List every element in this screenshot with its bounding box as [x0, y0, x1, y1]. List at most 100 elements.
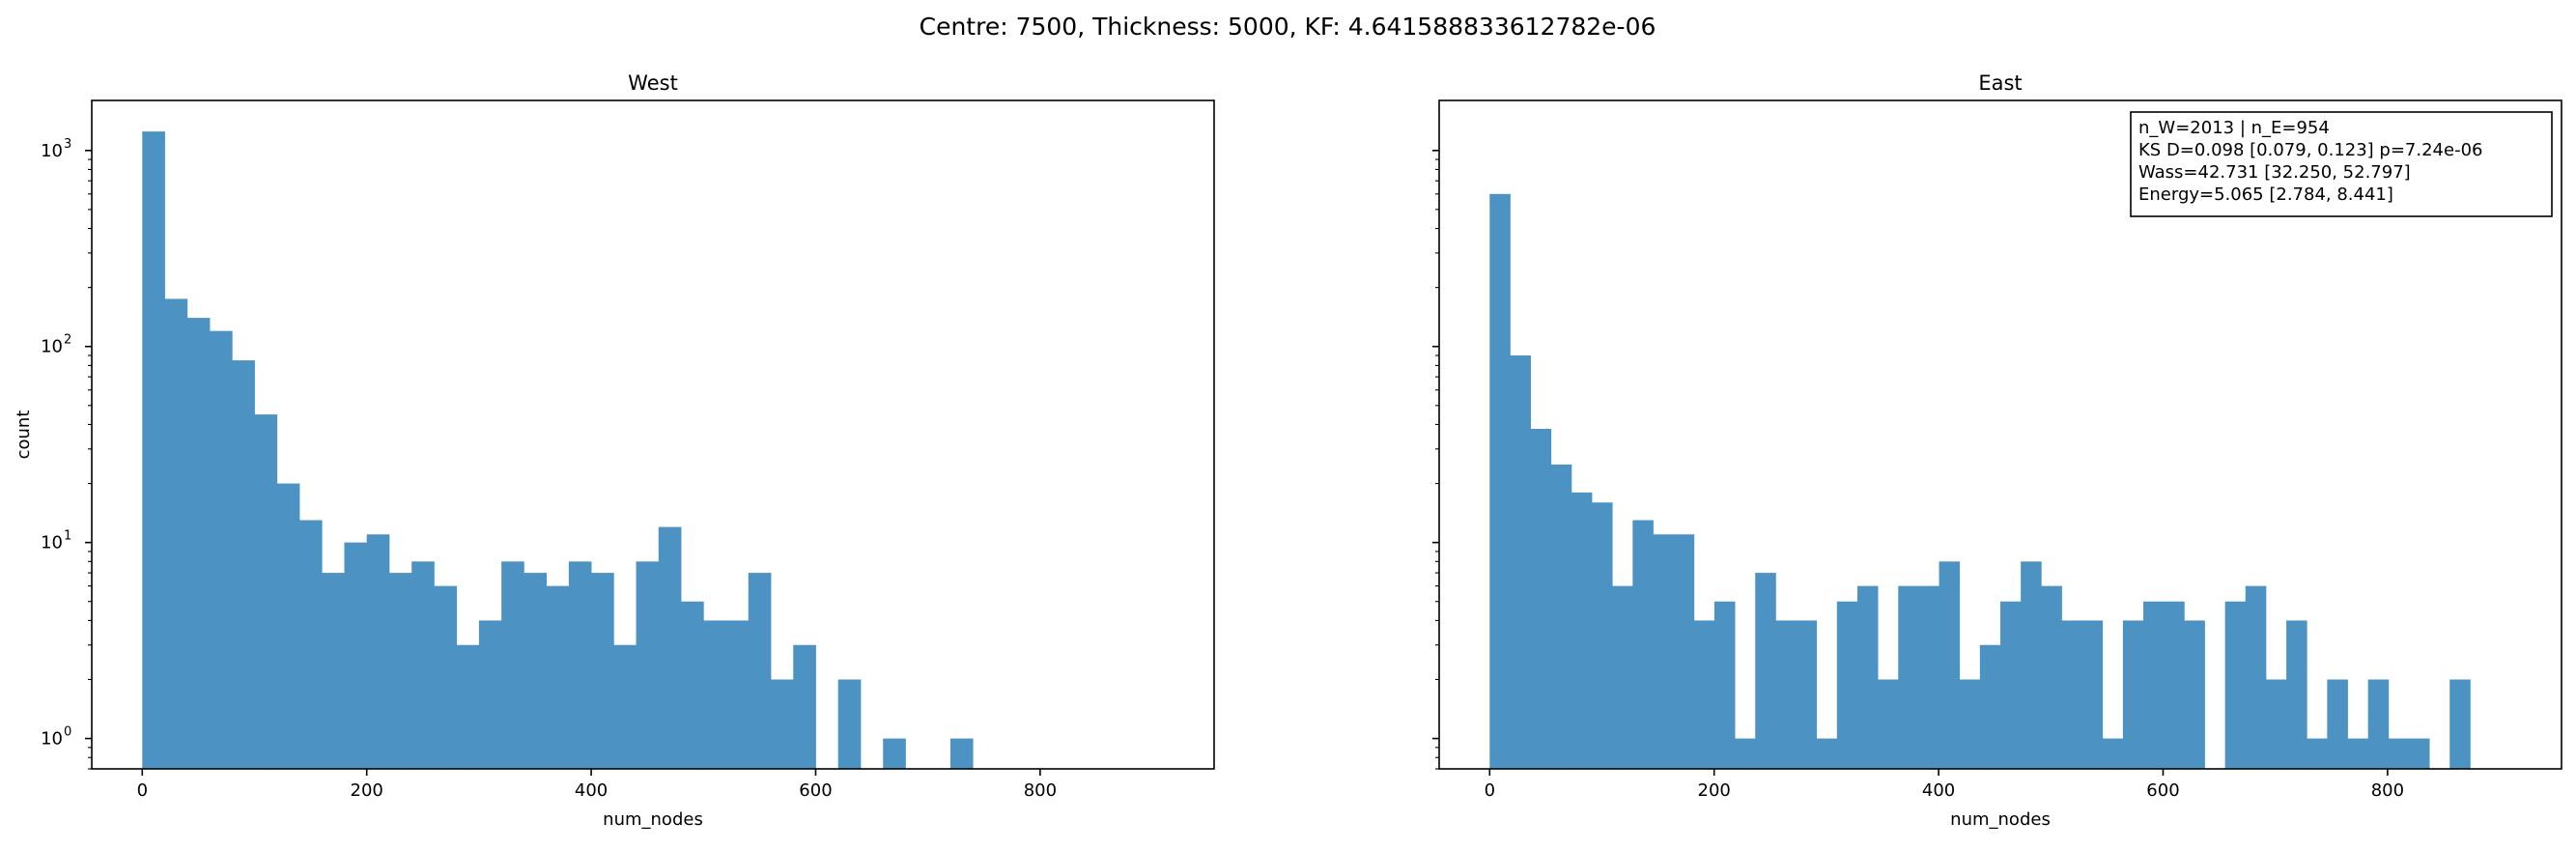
east-histogram-bar	[2000, 601, 2022, 769]
west-histogram-bar	[322, 573, 345, 769]
east-bars	[1489, 193, 2471, 769]
east-x-tick-label: 800	[2371, 780, 2404, 801]
east-histogram-bar	[1510, 355, 1531, 769]
west-plot-frame	[91, 99, 1215, 770]
west-histogram-bar	[725, 620, 750, 769]
west-y-tick-exponent: 0	[64, 725, 71, 740]
west-histogram-bar	[344, 542, 368, 769]
east-histogram-bar	[2327, 679, 2348, 769]
east-histogram-bar	[1632, 520, 1654, 769]
east-histogram-bar	[1693, 620, 1715, 769]
east-histogram-bar	[2367, 679, 2390, 769]
west-y-tick-label: 10	[41, 141, 63, 161]
west-histogram-bar	[411, 561, 435, 769]
east-histogram-bar	[2143, 601, 2165, 769]
west-panel-title: West	[628, 71, 678, 95]
west-x-tick-label: 600	[799, 780, 832, 801]
east-panel: East 0 200 400 600 800 num_nodes n_W=2013 | …	[1432, 71, 2562, 830]
west-bars	[142, 131, 974, 769]
east-histogram-bar	[1836, 601, 1858, 769]
west-histogram-bar	[771, 679, 794, 769]
west-histogram-bar	[186, 318, 211, 769]
west-histogram-bar	[613, 644, 637, 769]
east-histogram-bar	[1898, 585, 1919, 769]
west-histogram-bar	[748, 573, 772, 769]
east-histogram-bar	[1489, 193, 1511, 769]
west-histogram-bar	[164, 298, 188, 769]
east-histogram-bar	[1550, 464, 1572, 769]
west-histogram-bar	[210, 330, 233, 769]
west-histogram-bar	[456, 644, 480, 769]
east-histogram-bar	[1959, 679, 1981, 769]
east-x-tick-label: 0	[1485, 780, 1495, 801]
west-histogram-bar	[232, 360, 255, 769]
east-histogram-bar	[2286, 620, 2307, 769]
east-histogram-bar	[1775, 620, 1797, 769]
east-histogram-bar	[1878, 679, 1899, 769]
west-histogram-bar	[388, 573, 412, 769]
west-histogram-bar	[568, 561, 592, 769]
west-x-tick-label: 200	[351, 780, 383, 801]
east-x-tick-label: 400	[1922, 780, 1955, 801]
west-x-tick-label: 400	[575, 780, 608, 801]
stats-line-ks: KS D=0.098 [0.079, 0.123] p=7.24e-06	[2138, 140, 2482, 160]
east-histogram-bar	[2265, 679, 2287, 769]
west-histogram-bar	[837, 679, 862, 769]
east-histogram-bar	[2245, 585, 2267, 769]
east-histogram-bar	[2347, 738, 2369, 769]
figure-title: Centre: 7500, Thickness: 5000, KF: 4.641…	[920, 13, 1656, 41]
west-histogram-bar	[703, 620, 726, 769]
stats-annotation-box: n_W=2013 | n_E=954 KS D=0.098 [0.079, 0.…	[2130, 111, 2553, 217]
east-histogram-bar	[2307, 738, 2328, 769]
west-y-tick-exponent: 3	[64, 137, 71, 152]
east-histogram-bar	[2164, 601, 2185, 769]
west-histogram-bar	[524, 573, 548, 769]
east-histogram-bar	[1816, 738, 1838, 769]
west-x-ticks: 0 200 400 600 800	[137, 769, 1057, 801]
east-histogram-bar	[1530, 428, 1552, 769]
stats-line-counts: n_W=2013 | n_E=954	[2138, 118, 2330, 138]
west-histogram-bar	[883, 738, 906, 769]
west-histogram-bar	[478, 620, 502, 769]
west-histogram-bar	[681, 601, 704, 769]
east-histogram-bar	[2224, 601, 2247, 769]
east-histogram-bar	[2388, 738, 2410, 769]
east-histogram-bar	[1713, 601, 1736, 769]
east-plot-frame	[1438, 99, 2562, 770]
east-histogram-bar	[2102, 738, 2124, 769]
east-histogram-bar	[1592, 502, 1613, 769]
west-x-tick-label: 0	[137, 780, 148, 801]
west-histogram-bar	[636, 561, 660, 769]
east-x-tick-label: 200	[1698, 780, 1731, 801]
east-histogram-bar	[2021, 561, 2042, 769]
west-y-tick-label: 10	[41, 337, 63, 357]
stats-line-wasserstein: Wass=42.731 [32.250, 52.797]	[2138, 162, 2411, 183]
west-histogram-bar	[366, 534, 390, 769]
west-histogram-bar	[276, 483, 300, 769]
west-y-axis-label: count	[14, 411, 34, 460]
east-histogram-bar	[2408, 738, 2430, 769]
east-histogram-bar	[2184, 620, 2205, 769]
east-y-ticks	[1432, 150, 1439, 770]
east-histogram-bar	[1673, 534, 1695, 769]
east-histogram-bar	[1735, 738, 1756, 769]
east-histogram-bar	[1856, 585, 1879, 769]
west-histogram-bar	[591, 573, 614, 769]
west-histogram-bar	[142, 131, 165, 769]
east-histogram-bar	[1653, 534, 1675, 769]
east-x-tick-label: 600	[2146, 780, 2179, 801]
west-histogram-bar	[546, 585, 570, 769]
west-x-tick-label: 800	[1024, 780, 1057, 801]
west-y-tick-exponent: 2	[64, 333, 71, 348]
east-x-ticks: 0 200 400 600 800	[1485, 769, 2404, 801]
east-histogram-bar	[1571, 492, 1593, 769]
east-histogram-bar	[1918, 585, 1939, 769]
east-histogram-bar	[2061, 620, 2082, 769]
west-histogram-bar	[434, 585, 458, 769]
east-histogram-bar	[2122, 620, 2144, 769]
west-histogram-bar	[949, 738, 974, 769]
west-x-axis-label: num_nodes	[603, 809, 703, 830]
east-x-axis-label: num_nodes	[1950, 809, 2051, 830]
